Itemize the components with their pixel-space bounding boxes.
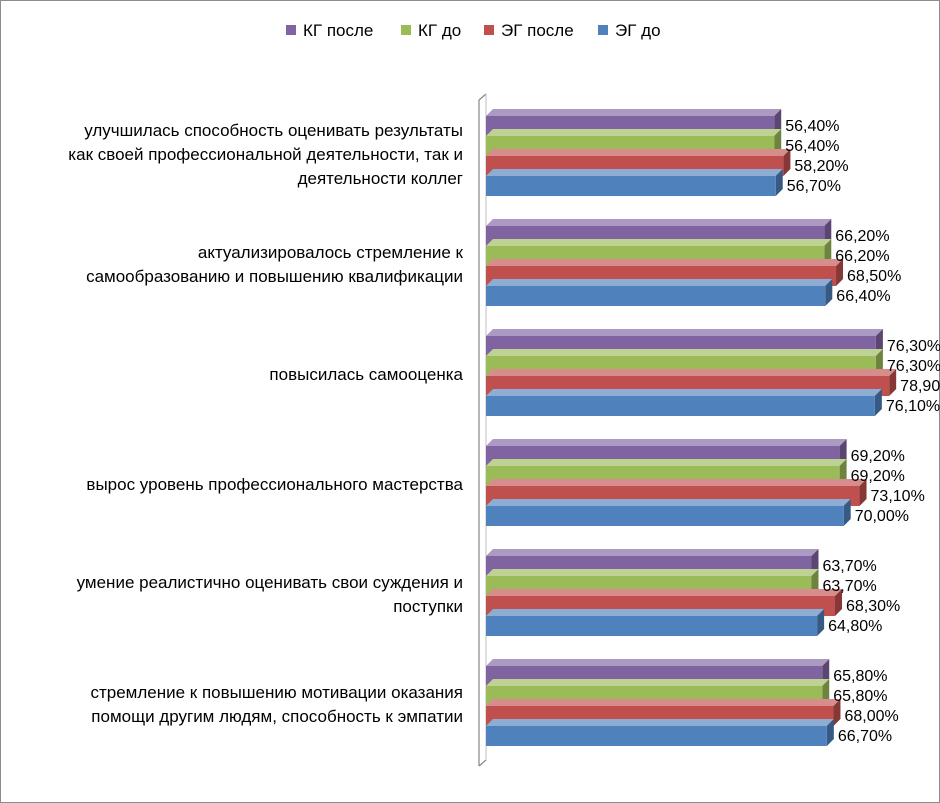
category-label: вырос уровень профессионального мастерст… bbox=[86, 475, 463, 494]
legend-label: ЭГ после bbox=[501, 21, 574, 40]
data-label: 63,70% bbox=[823, 578, 877, 595]
category-labels: улучшилась способность оценивать результ… bbox=[68, 121, 463, 726]
data-label: 65,80% bbox=[833, 668, 887, 685]
legend-label: ЭГ до bbox=[615, 21, 661, 40]
data-label: 73,10% bbox=[871, 488, 925, 505]
legend-swatch bbox=[484, 25, 494, 35]
legend-swatch bbox=[286, 25, 296, 35]
data-label: 68,30% bbox=[846, 598, 900, 615]
data-label: 76,30% bbox=[887, 358, 940, 375]
data-labels: 56,40% 56,40% 58,20% 56,70% 66,20% 66,20% 68,5… bbox=[785, 118, 940, 745]
data-label: 56,40% bbox=[785, 138, 839, 155]
axis-top-edge bbox=[478, 93, 487, 101]
legend: КГ после КГ до ЭГ после ЭГ до bbox=[286, 21, 661, 40]
bar bbox=[486, 169, 783, 196]
legend-swatch bbox=[401, 25, 411, 35]
data-label: 63,70% bbox=[823, 558, 877, 575]
category-label: умение реалистично оценивать свои сужден… bbox=[77, 573, 463, 616]
data-label: 69,20% bbox=[851, 448, 905, 465]
bars bbox=[486, 109, 897, 746]
data-label: 66,70% bbox=[838, 728, 892, 745]
data-label: 65,80% bbox=[833, 688, 887, 705]
data-label: 58,20% bbox=[794, 158, 848, 175]
data-label: 66,40% bbox=[836, 288, 890, 305]
bar bbox=[486, 609, 825, 636]
data-label: 69,20% bbox=[851, 468, 905, 485]
category-label: улучшилась способность оценивать результ… bbox=[68, 121, 463, 188]
data-label: 68,00% bbox=[844, 708, 898, 725]
category-label: актуализировалось стремление к самообразо… bbox=[86, 243, 463, 286]
category-label: стремление к повышению мотивации оказани… bbox=[90, 683, 463, 726]
category-label: повысилась самооценка bbox=[269, 365, 463, 384]
data-label: 70,00% bbox=[855, 508, 909, 525]
data-label: 76,10% bbox=[886, 398, 940, 415]
legend-swatch bbox=[598, 25, 608, 35]
legend-label: КГ до bbox=[418, 21, 461, 40]
data-label: 66,20% bbox=[835, 228, 889, 245]
bar bbox=[486, 719, 834, 746]
data-label: 64,80% bbox=[828, 618, 882, 635]
data-label: 66,20% bbox=[835, 248, 889, 265]
category-axis bbox=[478, 93, 487, 767]
bar bbox=[486, 499, 851, 526]
data-label: 68,50% bbox=[847, 268, 901, 285]
data-label: 56,40% bbox=[785, 118, 839, 135]
data-label: 76,30% bbox=[887, 338, 940, 355]
axis-bottom-edge bbox=[478, 759, 487, 767]
data-label: 78,90% bbox=[900, 378, 940, 395]
data-label: 56,70% bbox=[787, 178, 841, 195]
bar bbox=[486, 279, 833, 306]
bar bbox=[486, 389, 882, 416]
legend-label: КГ после bbox=[303, 21, 373, 40]
